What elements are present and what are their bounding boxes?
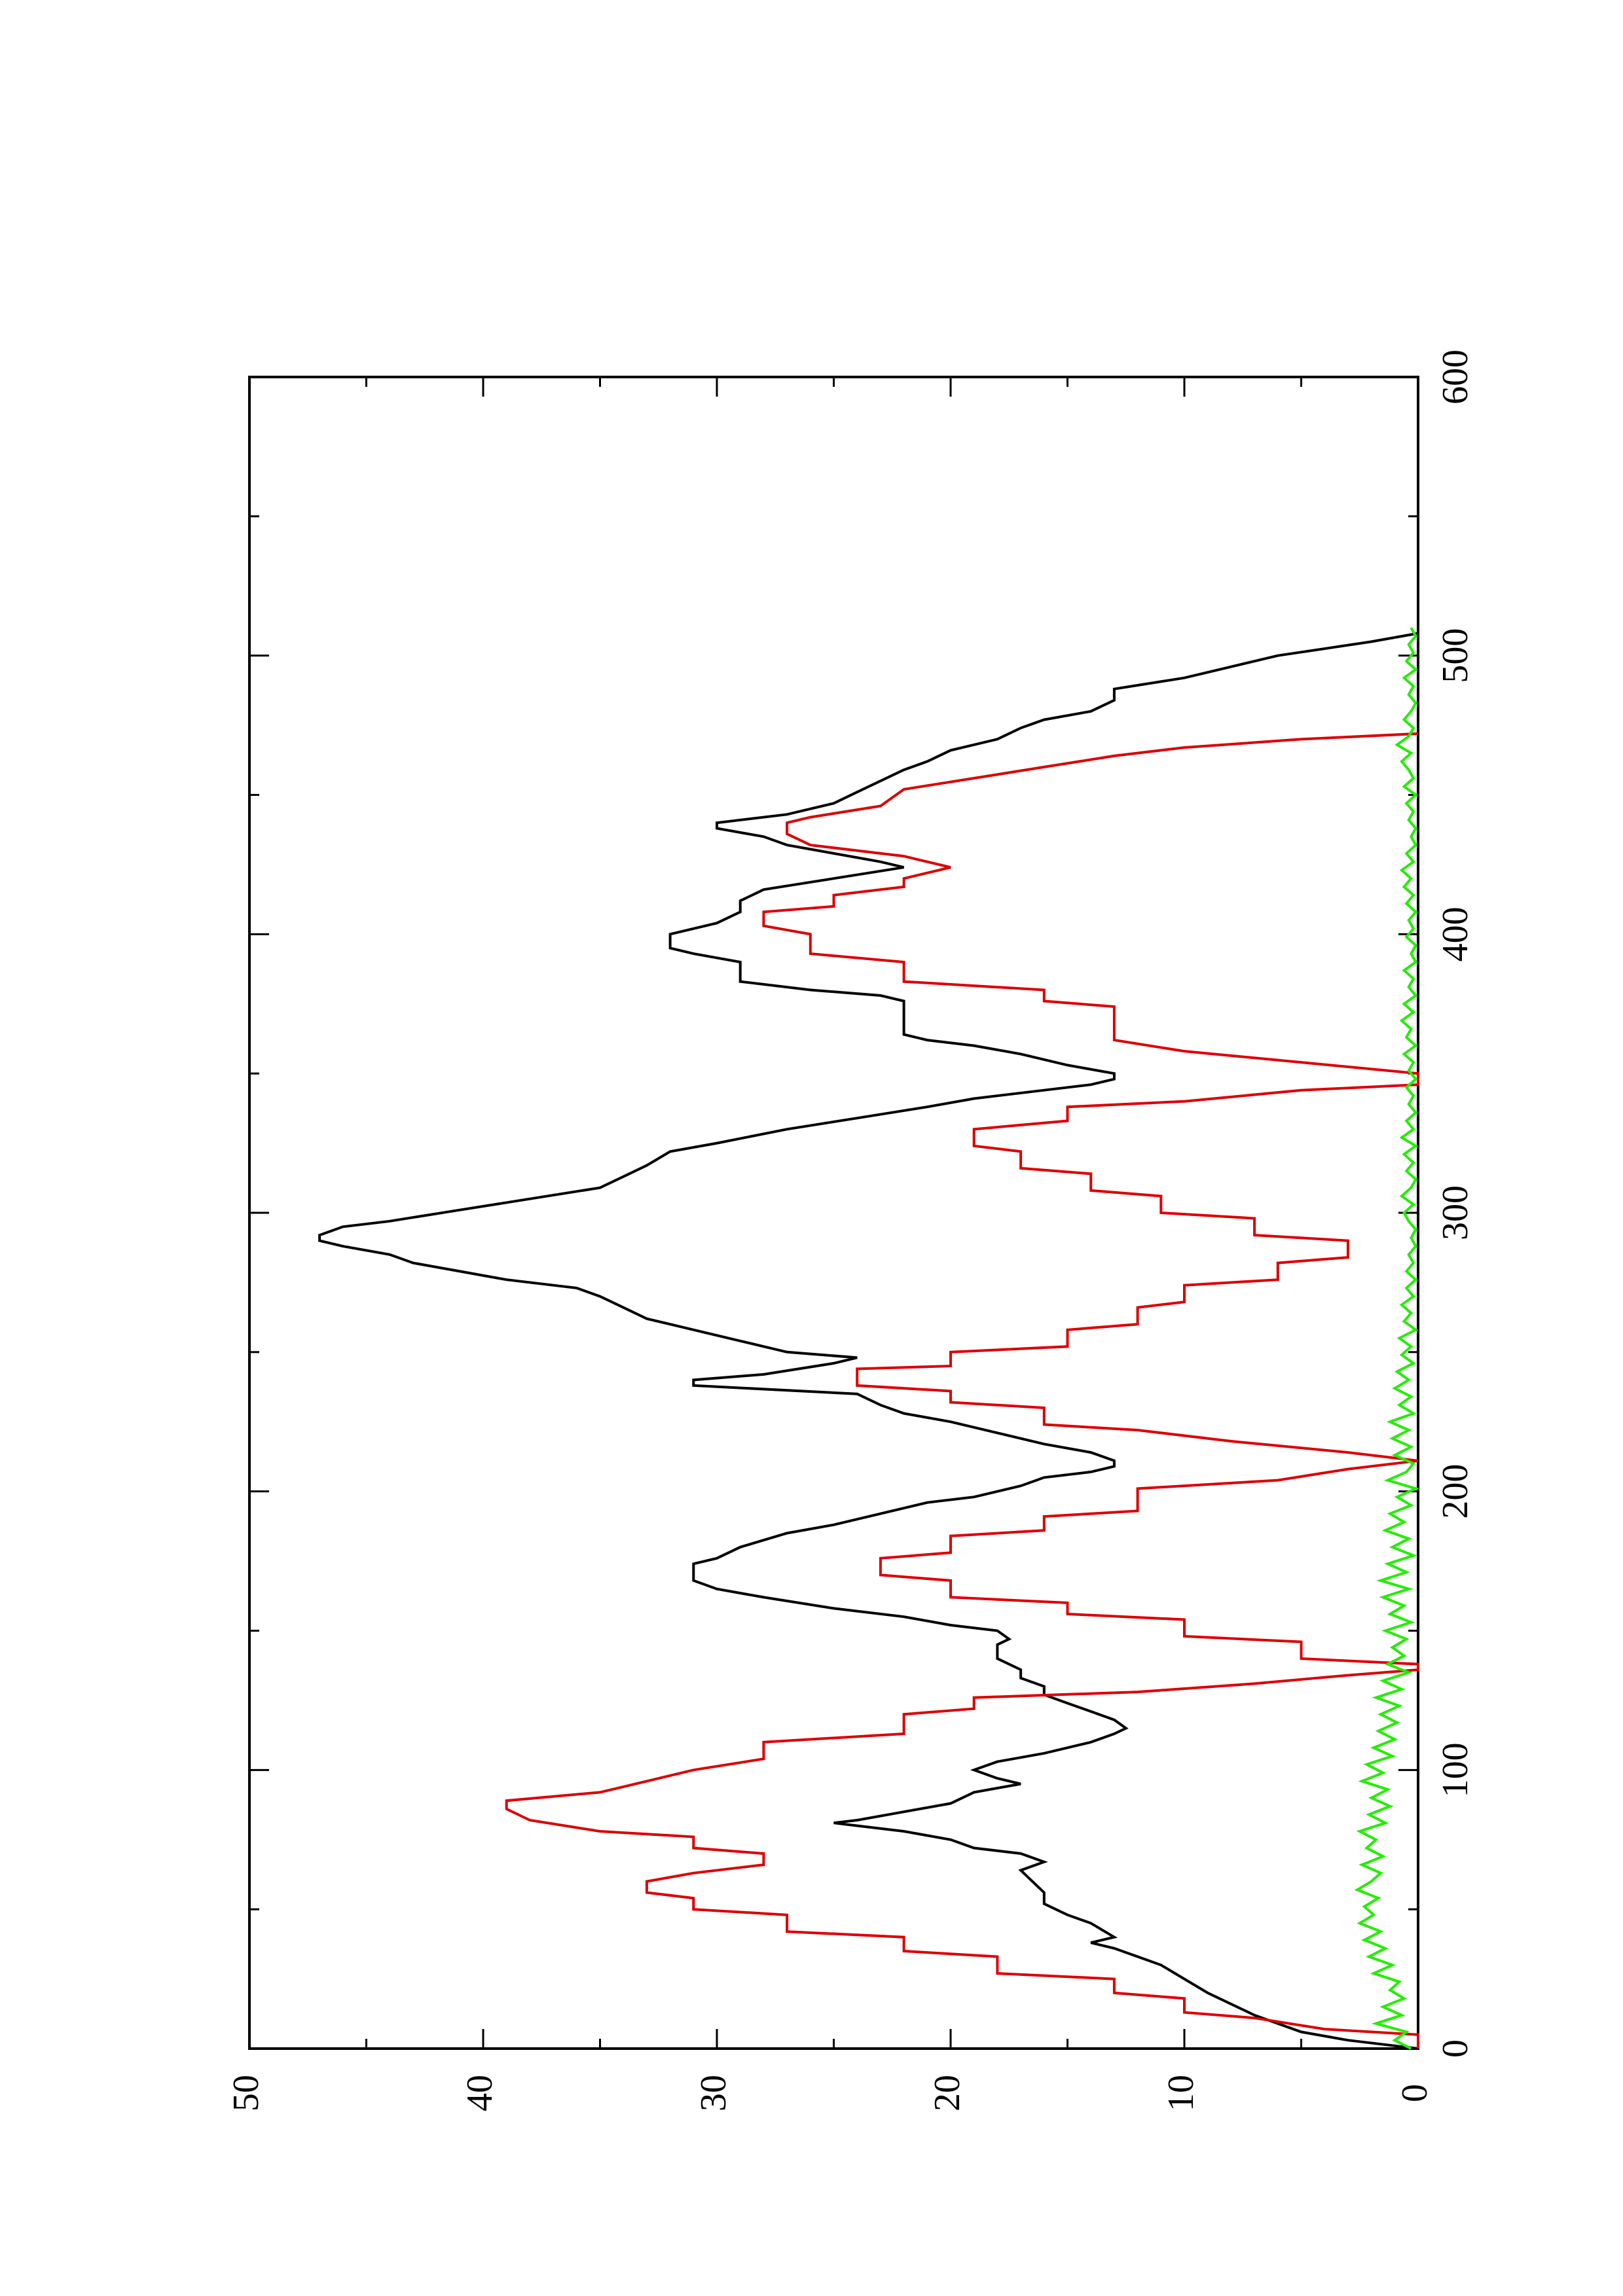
y-tick-label: 10 [1161,2075,1201,2111]
x-tick-label: 600 [1435,350,1476,404]
x-axis-ticks: 0 100 200 300 400 500 600 [249,350,1476,2058]
plot-frame [248,376,1419,2050]
y-tick-label: 0 [1395,2084,1435,2102]
red-series-line [505,732,1419,2049]
x-tick-label: 0 [1435,2039,1476,2058]
x-tick-label: 100 [1435,1742,1476,1797]
green-series-line [1354,627,1420,2050]
x-tick-label: 400 [1435,906,1476,961]
series-layer [318,627,1420,2050]
y-tick-label: 50 [226,2075,266,2111]
y-tick-label: 20 [927,2075,968,2111]
y-tick-label: 30 [693,2075,734,2111]
y-axis-ticks: 0 10 20 30 40 50 [226,377,1435,2111]
x-tick-label: 200 [1435,1464,1476,1519]
black-series-line [318,632,1419,2050]
x-tick-label: 300 [1435,1185,1476,1240]
x-tick-label: 500 [1435,628,1476,683]
y-tick-label: 40 [460,2075,500,2111]
